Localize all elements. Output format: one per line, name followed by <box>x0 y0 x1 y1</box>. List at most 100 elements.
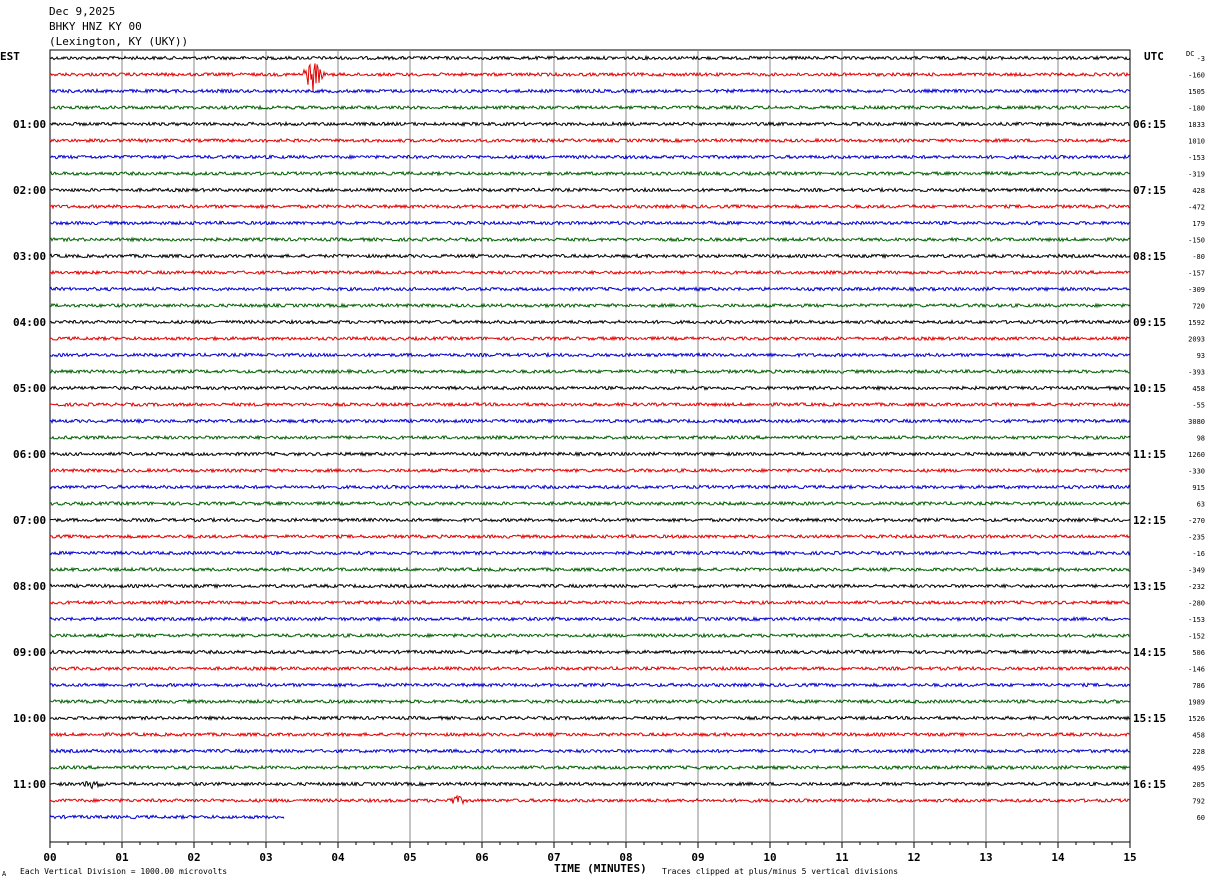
x-axis-label: TIME (MINUTES) <box>554 862 647 875</box>
x-tick-label: 13 <box>979 851 992 864</box>
dc-offset-label: 228 <box>1192 748 1205 756</box>
est-hour-label: 01:00 <box>13 118 46 131</box>
est-hour-label: 09:00 <box>13 646 46 659</box>
seismic-trace <box>49 813 285 821</box>
seismic-trace <box>49 120 1131 128</box>
dc-offset-label: 98 <box>1197 435 1205 443</box>
station-location: (Lexington, KY (UKY)) <box>49 35 189 48</box>
x-tick-label: 03 <box>259 851 272 864</box>
dc-offset-label: -309 <box>1188 286 1205 294</box>
x-tick-label: 10 <box>763 851 776 864</box>
x-tick-label: 12 <box>907 851 920 864</box>
seismic-trace <box>49 483 1131 491</box>
seismic-trace <box>49 384 1131 392</box>
dc-offset-label: -319 <box>1188 171 1205 179</box>
dc-offset-label: -146 <box>1188 666 1205 674</box>
dc-offset-label: 179 <box>1192 220 1205 228</box>
dc-offset-label: -180 <box>1188 105 1205 113</box>
seismic-trace <box>49 351 1131 359</box>
seismic-trace <box>49 87 1131 95</box>
plot-date: Dec 9,2025 <box>49 5 116 18</box>
seismic-trace <box>49 153 1131 161</box>
dc-offset-label: 458 <box>1192 385 1205 393</box>
seismic-trace <box>49 731 1131 738</box>
dc-offset-label: -153 <box>1188 154 1205 162</box>
seismic-trace <box>49 335 1131 342</box>
seismic-trace <box>49 500 1131 507</box>
seismic-trace <box>49 170 1131 177</box>
dc-offset-label: 1989 <box>1188 699 1205 707</box>
seismic-trace <box>49 368 1131 375</box>
dc-offset-label: 1505 <box>1188 88 1205 96</box>
x-tick-label: 14 <box>1051 851 1065 864</box>
utc-hour-label: 12:15 <box>1133 514 1166 527</box>
dc-offset-label: 1526 <box>1188 715 1205 723</box>
clip-note: Traces clipped at plus/minus 5 vertical … <box>662 867 899 876</box>
dc-offset-label: 506 <box>1192 649 1205 657</box>
utc-hour-label: 13:15 <box>1133 580 1166 593</box>
est-hour-label: 11:00 <box>13 778 46 791</box>
plot-frame <box>49 49 1131 843</box>
seismic-trace <box>49 219 1131 226</box>
scale-note: Each Vertical Division = 1000.00 microvo… <box>20 867 228 876</box>
seismic-trace <box>49 186 1131 193</box>
x-tick-label: 07 <box>547 851 560 864</box>
seismic-trace <box>49 434 1131 441</box>
dc-offset-label: -3 <box>1197 55 1205 63</box>
seismic-trace <box>49 566 1131 573</box>
seismic-trace <box>49 467 1131 474</box>
dc-offset-label: -232 <box>1188 583 1205 591</box>
x-tick-label: 00 <box>43 851 56 864</box>
dc-offset-label: -16 <box>1192 550 1205 558</box>
seismic-trace <box>49 401 1131 408</box>
seismic-trace <box>49 450 1131 458</box>
dc-offset-label: -157 <box>1188 270 1205 278</box>
utc-hour-label: 15:15 <box>1133 712 1166 725</box>
dc-offset-header: DC <box>1186 50 1195 58</box>
utc-hour-label: 06:15 <box>1133 118 1166 131</box>
seismic-trace <box>49 302 1131 309</box>
x-tick-label: 08 <box>619 851 632 864</box>
dc-offset-label: 720 <box>1192 303 1205 311</box>
dc-offset-label: -150 <box>1188 237 1205 245</box>
dc-offset-label: 915 <box>1192 484 1205 492</box>
utc-hour-label: 11:15 <box>1133 448 1166 461</box>
dc-offset-label: -472 <box>1188 204 1205 212</box>
utc-hour-label: 10:15 <box>1133 382 1166 395</box>
seismic-trace <box>49 252 1131 260</box>
dc-offset-label: 786 <box>1192 682 1205 690</box>
seismic-trace <box>49 599 1131 606</box>
timezone-left-label: EST <box>0 50 20 63</box>
dc-offset-label: 63 <box>1197 501 1205 509</box>
seismic-trace <box>49 533 1131 540</box>
dc-offset-label: 495 <box>1192 765 1205 773</box>
seismic-trace <box>49 648 1131 656</box>
est-hour-label: 04:00 <box>13 316 46 329</box>
est-hour-label: 05:00 <box>13 382 46 395</box>
dc-offset-label: 1260 <box>1188 451 1205 459</box>
seismic-trace <box>49 549 1131 557</box>
station-code: BHKY HNZ KY 00 <box>49 20 142 33</box>
x-tick-label: 11 <box>835 851 849 864</box>
seismic-trace <box>49 417 1131 425</box>
utc-hour-label: 16:15 <box>1133 778 1166 791</box>
dc-offset-label: 1010 <box>1188 138 1205 146</box>
dc-offset-label: -152 <box>1188 633 1205 641</box>
seismic-trace <box>49 63 1131 92</box>
est-hour-label: 02:00 <box>13 184 46 197</box>
seismic-trace <box>49 665 1131 672</box>
seismic-trace <box>49 286 1131 293</box>
seismic-trace <box>49 582 1131 590</box>
dc-offset-label: -160 <box>1188 72 1205 80</box>
seismic-trace <box>49 104 1131 111</box>
dc-offset-label: -235 <box>1188 534 1205 542</box>
dc-offset-label: 792 <box>1192 798 1205 806</box>
est-hour-label: 03:00 <box>13 250 46 263</box>
dc-offset-label: 60 <box>1197 814 1205 822</box>
dc-offset-label: -280 <box>1188 600 1205 608</box>
x-tick-label: 15 <box>1123 851 1136 864</box>
dc-offset-label: 1592 <box>1188 319 1205 327</box>
x-tick-label: 01 <box>115 851 129 864</box>
x-tick-label: 05 <box>403 851 416 864</box>
dc-offset-label: -153 <box>1188 616 1205 624</box>
